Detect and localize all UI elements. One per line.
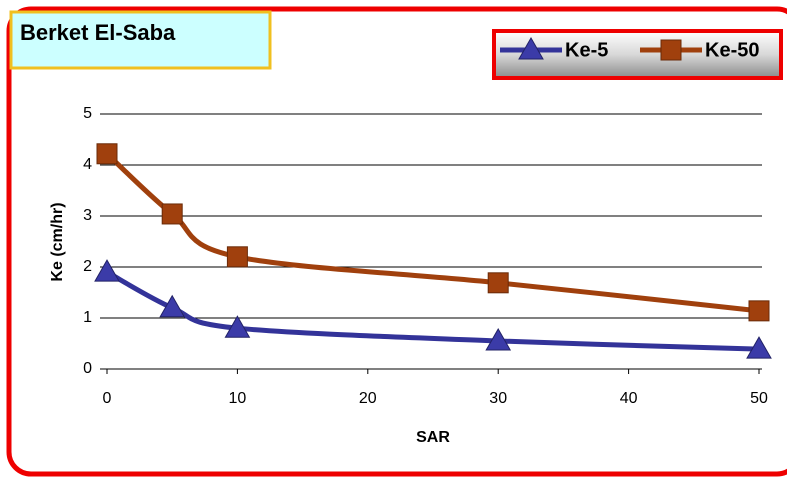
x-tick-label: 40	[620, 390, 638, 407]
y-tick-label: 1	[83, 309, 92, 326]
frame	[6, 6, 787, 477]
legend-marker	[660, 39, 682, 61]
x-tick-label: 50	[750, 390, 768, 407]
legend-marker	[518, 36, 544, 60]
legend-box	[492, 29, 783, 80]
y-tick-label: 3	[83, 207, 92, 224]
legend-label: Ke-50	[705, 39, 759, 61]
marker	[96, 143, 118, 165]
y-tick-label: 2	[83, 258, 92, 275]
marker	[485, 327, 512, 351]
marker	[746, 336, 772, 359]
marker	[748, 300, 770, 322]
marker	[94, 259, 120, 282]
marker	[226, 246, 248, 268]
marker	[224, 315, 251, 338]
marker	[159, 294, 186, 318]
marker	[487, 272, 509, 294]
y-tick-label: 0	[83, 360, 92, 377]
y-axis-label: Ke (cm/hr)	[49, 202, 66, 281]
marker	[161, 203, 183, 225]
x-axis-label: SAR	[416, 429, 450, 446]
chart-title: Berket El-Saba	[20, 20, 176, 45]
legend-label: Ke-5	[565, 39, 608, 61]
x-tick-label: 30	[489, 390, 507, 407]
x-tick-label: 0	[103, 390, 112, 407]
title-box	[9, 10, 272, 70]
x-tick-label: 10	[229, 390, 247, 407]
y-tick-label: 5	[83, 105, 92, 122]
x-tick-label: 20	[359, 390, 377, 407]
y-tick-label: 4	[83, 156, 92, 173]
